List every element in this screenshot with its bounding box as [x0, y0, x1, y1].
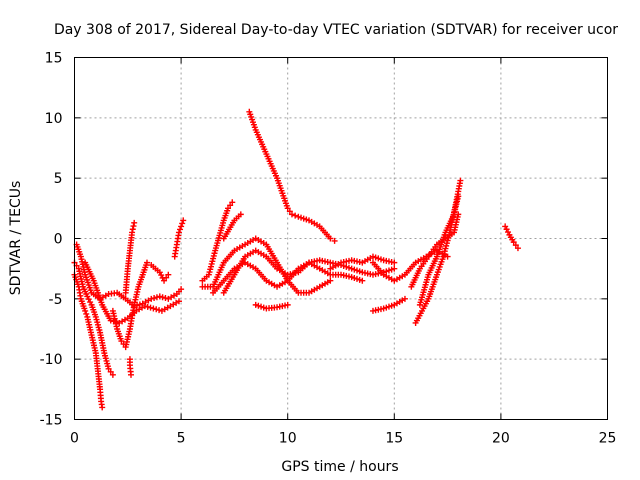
x-tick-label: 0 [70, 431, 79, 447]
data-point [401, 295, 408, 302]
data-point [180, 217, 187, 224]
data-point [147, 304, 154, 311]
data-point [144, 303, 151, 310]
data-point [175, 229, 182, 236]
data-point [165, 271, 172, 278]
y-tick-label: 0 [54, 232, 63, 248]
data-point [284, 205, 291, 212]
data-point [130, 223, 137, 230]
series-track-a [71, 259, 116, 378]
x-tick-label: 25 [599, 431, 617, 447]
series-track-e [109, 259, 172, 351]
data-point [105, 365, 112, 372]
data-point [143, 259, 150, 266]
y-tick-label: 15 [45, 51, 63, 67]
data-point [178, 286, 185, 293]
data-point [162, 295, 169, 302]
series-track-o [252, 301, 291, 312]
y-axis-label: SDTVAR / TECUs [8, 181, 24, 296]
data-point [237, 211, 244, 218]
y-tick-label: -5 [49, 292, 63, 308]
series-track-c [73, 241, 185, 310]
data-point [292, 212, 299, 219]
data-point [331, 237, 338, 244]
data-point [514, 245, 521, 252]
data-point [153, 306, 160, 313]
grid-lines [74, 57, 608, 420]
data-point [118, 338, 125, 345]
data-point [286, 208, 293, 215]
series-track-g [126, 356, 134, 378]
series-track-k [210, 259, 366, 296]
y-tick-labels: -15 -10 -5 0 5 10 15 [40, 51, 63, 429]
data-point [141, 303, 148, 310]
y-tick-label: 5 [54, 171, 63, 187]
series-track-r [369, 295, 408, 314]
x-tick-label: 10 [279, 431, 297, 447]
data-point [156, 307, 163, 314]
series-track-p [327, 253, 398, 272]
y-tick-label: -15 [40, 413, 63, 429]
x-tick-label: 5 [177, 431, 186, 447]
data-point [151, 295, 158, 302]
data-point [148, 295, 155, 302]
data-point [284, 301, 291, 308]
plot-frame [74, 57, 608, 420]
data-point [150, 305, 157, 312]
data-points [71, 108, 521, 411]
series-track-j [199, 235, 334, 296]
x-tick-label: 15 [385, 431, 403, 447]
data-point [455, 193, 462, 200]
data-point [129, 226, 136, 233]
data-point [156, 293, 163, 300]
data-point [82, 307, 89, 314]
data-point [359, 277, 366, 284]
series-track-d [82, 259, 182, 326]
x-tick-labels: 0 5 10 15 20 25 [70, 431, 616, 447]
data-point [179, 220, 186, 227]
data-point [178, 223, 185, 230]
data-point [327, 235, 334, 242]
series-track-h [171, 217, 187, 260]
series-track-m [220, 211, 244, 242]
data-point [163, 274, 170, 281]
x-axis-label: GPS time / hours [281, 459, 398, 475]
data-point [512, 242, 519, 249]
series-track-l [220, 247, 398, 296]
y-tick-label: 10 [45, 111, 63, 127]
data-point [510, 239, 517, 246]
data-point [109, 371, 116, 378]
data-point [457, 177, 464, 184]
data-point [391, 265, 398, 272]
data-point [136, 301, 143, 308]
data-point [159, 294, 166, 301]
data-point [83, 310, 90, 317]
series-track-u [416, 193, 462, 308]
data-point [153, 294, 160, 301]
data-point [225, 205, 232, 212]
data-point [177, 226, 184, 233]
x-tick-label: 20 [492, 431, 510, 447]
data-point [391, 259, 398, 266]
data-point [161, 277, 168, 284]
series-track-v [502, 223, 521, 252]
data-point [229, 199, 236, 206]
data-point [107, 368, 114, 375]
chart-title: Day 308 of 2017, Sidereal Day-to-day VTE… [54, 22, 618, 38]
data-point [129, 229, 136, 236]
series-track-b [71, 271, 106, 411]
data-point [288, 211, 295, 218]
data-point [227, 202, 234, 209]
data-point [175, 298, 182, 305]
y-tick-label: -10 [40, 352, 63, 368]
series-track-f [122, 219, 138, 296]
data-point [127, 371, 134, 378]
data-point [131, 219, 138, 226]
data-point [99, 404, 106, 411]
series-track-n [246, 108, 338, 244]
data-point [327, 277, 334, 284]
